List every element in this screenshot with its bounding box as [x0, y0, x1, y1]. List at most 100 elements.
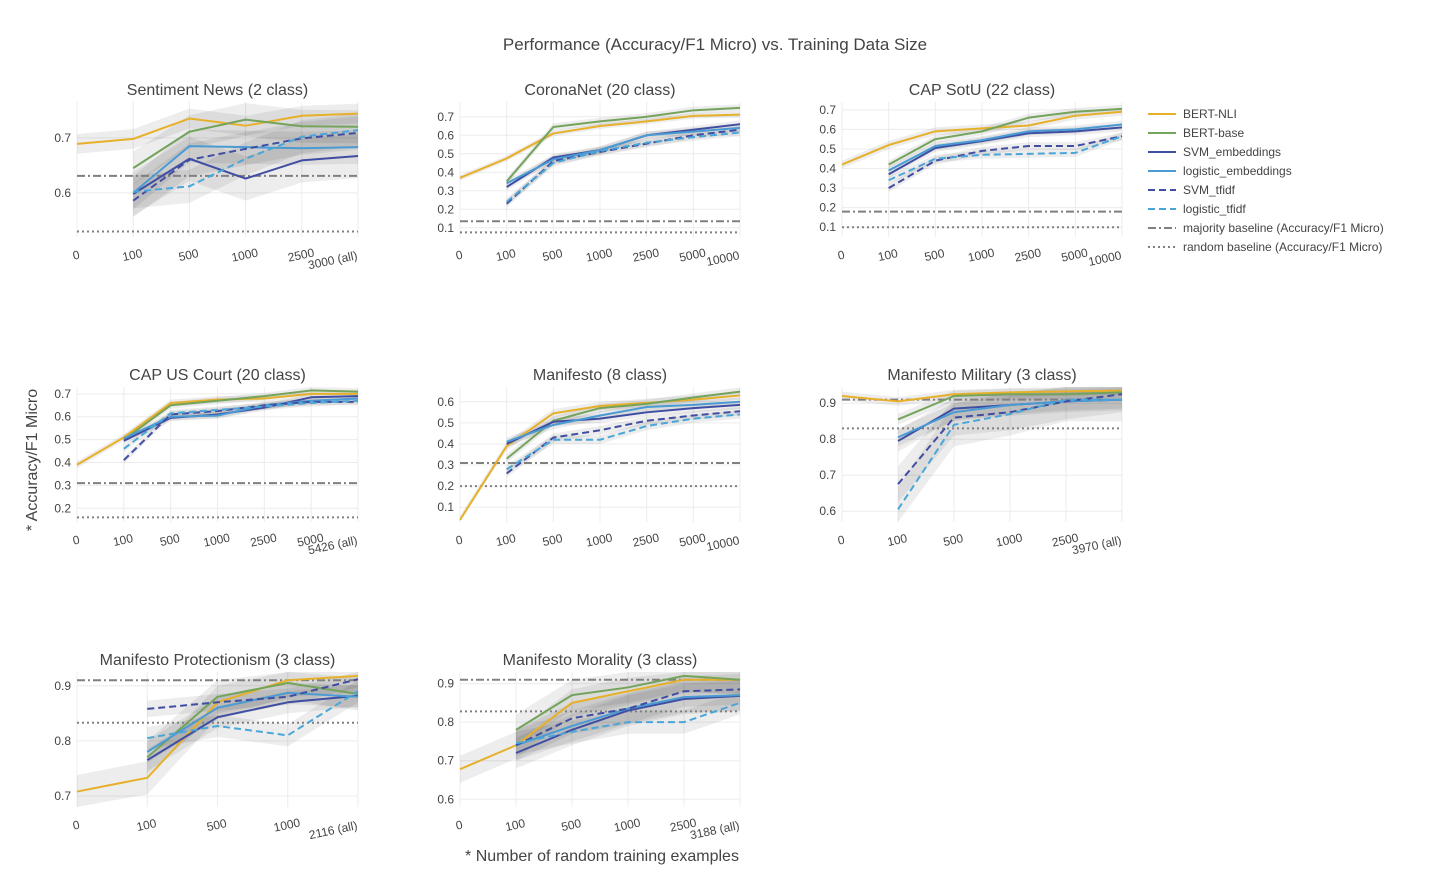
series-line-svm-tfidf [147, 678, 359, 710]
legend-item[interactable]: logistic_tfidf [1148, 202, 1246, 216]
y-tick-label: 0.7 [437, 110, 454, 124]
subplot-title: CAP US Court (20 class) [129, 367, 306, 384]
y-tick-label: 0.7 [819, 468, 836, 482]
legend-item[interactable]: random baseline (Accuracy/F1 Micro) [1148, 240, 1382, 254]
subplot-4: CAP US Court (20 class) 0.2 0.3 0.4 0.5 0.6 0.… [54, 367, 358, 557]
uncertainty-band [506, 400, 740, 449]
uncertainty-band [898, 390, 1122, 447]
subplot-title: Manifesto Morality (3 class) [503, 652, 698, 669]
uncertainty-band [133, 116, 358, 218]
x-tick-label: 3000 (all) [307, 248, 359, 272]
x-tick-label: 5000 [678, 530, 707, 549]
y-tick-label: 0.7 [54, 131, 71, 145]
subplot-3: CAP SotU (22 class) 0.1 0.2 0.3 0.4 0.5 0.6 0.7… [819, 82, 1123, 269]
uncertainty-band [133, 133, 358, 217]
subplot-title: Sentiment News (2 class) [127, 82, 308, 99]
subplot-1: Sentiment News (2 class) 0.6 0.7 0 100 500 100… [54, 82, 358, 272]
series-line-logistic-tfidf [506, 413, 741, 471]
legend-item[interactable]: majority baseline (Accuracy/F1 Micro) [1148, 221, 1384, 235]
x-tick-label: 2500 [631, 530, 660, 549]
x-tick-label: 100 [495, 531, 518, 549]
uncertainty-band [147, 684, 358, 772]
x-tick-label: 500 [560, 816, 583, 834]
series-line-svm-embeddings [888, 126, 1123, 176]
uncertainty-band [888, 132, 1122, 185]
x-tick-label: 0 [454, 247, 464, 262]
y-axis-title: * Accuracy/F1 Micro [24, 389, 41, 531]
uncertainty-band [516, 680, 740, 769]
y-tick-label: 0.9 [437, 677, 454, 691]
series-line-bert-nli [459, 678, 740, 771]
subplot-title: Manifesto (8 class) [533, 367, 667, 384]
legend-item[interactable]: SVM_embeddings [1148, 145, 1281, 159]
y-tick-label: 0.7 [54, 789, 71, 803]
series-line-bert-base [123, 389, 359, 441]
y-tick-label: 0.3 [54, 478, 71, 492]
series-line-bert-nli [841, 389, 1123, 403]
y-tick-label: 0.8 [54, 734, 71, 748]
x-tick-label: 0 [71, 247, 81, 262]
uncertainty-band [506, 104, 740, 186]
uncertainty-band [147, 681, 358, 763]
y-tick-label: 0.8 [819, 432, 836, 446]
legend-label: random baseline (Accuracy/F1 Micro) [1183, 240, 1382, 254]
series-line-bert-base [505, 106, 741, 183]
legend-item[interactable]: BERT-base [1148, 126, 1244, 140]
x-tick-label: 1000 [995, 530, 1024, 549]
x-tick-label: 5000 [296, 530, 325, 549]
y-tick-label: 0.4 [437, 165, 454, 179]
legend-label: logistic_tfidf [1183, 202, 1246, 216]
series-line-logistic-embeddings [132, 145, 359, 194]
x-tick-label: 1000 [585, 530, 614, 549]
subplot-title: Manifesto Protectionism (3 class) [100, 652, 336, 669]
uncertainty-band [898, 388, 1122, 452]
series-line-svm-embeddings [146, 694, 359, 762]
legend-label: majority baseline (Accuracy/F1 Micro) [1183, 221, 1384, 235]
uncertainty-band [123, 387, 358, 444]
y-tick-label: 0.3 [437, 184, 454, 198]
series-line-bert-base [897, 391, 1123, 421]
series-line-logistic-tfidf [133, 129, 359, 193]
x-tick-label: 500 [923, 246, 946, 264]
legend-item[interactable]: BERT-NLI [1148, 107, 1237, 121]
y-tick-label: 0.7 [437, 754, 454, 768]
y-tick-label: 0.4 [819, 162, 836, 176]
legend-item[interactable]: logistic_embeddings [1148, 164, 1292, 178]
series-line-logistic-tfidf [506, 131, 741, 203]
series-line-svm-embeddings [132, 155, 359, 195]
x-tick-label: 0 [71, 817, 81, 832]
x-tick-label: 100 [135, 816, 158, 834]
series-line-svm-tfidf [132, 131, 359, 202]
subplot-2: CoronaNet (20 class) 0.1 0.2 0.3 0.4 0.5 0.6 0.… [437, 82, 741, 269]
x-tick-label: 10000 [1087, 248, 1123, 269]
legend-label: logistic_embeddings [1183, 164, 1292, 178]
series-line-bert-nli [841, 110, 1123, 166]
uncertainty-band [506, 128, 740, 206]
x-tick-label: 0 [836, 247, 846, 262]
y-tick-label: 0.2 [819, 201, 836, 215]
x-tick-label: 1000 [272, 815, 301, 834]
series-line-bert-nli [76, 392, 358, 466]
x-axis-title: * Number of random training examples [465, 848, 739, 865]
y-tick-label: 0.5 [819, 142, 836, 156]
legend-label: SVM_embeddings [1183, 145, 1281, 159]
series-line-logistic-tfidf [147, 690, 359, 740]
y-tick-label: 0.2 [437, 479, 454, 493]
x-tick-label: 10000 [705, 248, 741, 269]
legend: BERT-NLI BERT-base SVM_embeddings logistic_… [1148, 107, 1384, 254]
series-line-bert-base [888, 107, 1123, 166]
y-tick-label: 0.8 [437, 715, 454, 729]
legend-item[interactable]: SVM_tfidf [1148, 183, 1236, 197]
series-line-logistic-tfidf [123, 399, 359, 450]
y-tick-label: 0.6 [54, 410, 71, 424]
x-tick-label: 1000 [967, 245, 996, 264]
y-tick-label: 0.6 [437, 128, 454, 142]
y-tick-label: 0.6 [819, 504, 836, 518]
x-tick-label: 500 [541, 246, 564, 264]
x-tick-label: 0 [71, 532, 81, 547]
series-line-svm-embeddings [506, 403, 741, 445]
legend-label: BERT-NLI [1183, 107, 1237, 121]
x-tick-label: 0 [836, 532, 846, 547]
x-tick-label: 1000 [230, 245, 259, 264]
y-tick-label: 0.4 [437, 437, 454, 451]
